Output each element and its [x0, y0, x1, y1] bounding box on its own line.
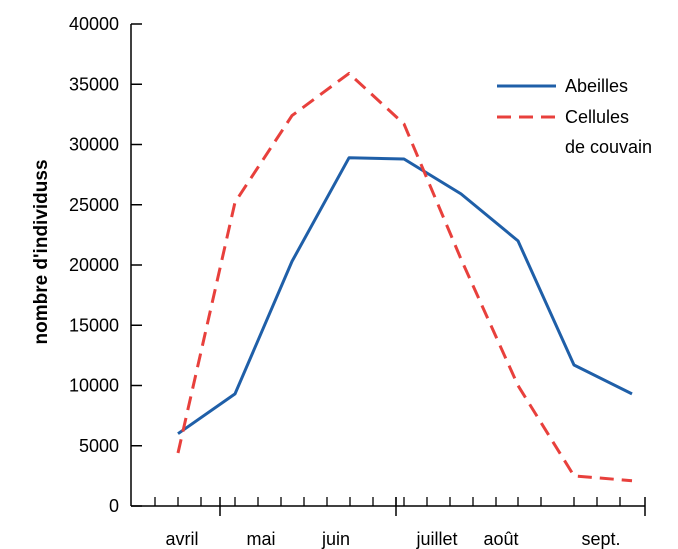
y-tick-label: 25000	[69, 195, 119, 215]
x-tick-label: juin	[321, 529, 350, 549]
legend: Abeilles Cellules de couvain	[497, 76, 652, 157]
x-tick-label: juillet	[415, 529, 457, 549]
y-tick-label: 20000	[69, 255, 119, 275]
x-tick-label: août	[483, 529, 518, 549]
legend-label-cellules-line2: de couvain	[565, 137, 652, 157]
x-tick-label: mai	[246, 529, 275, 549]
y-axis-label: nombre d'individuss	[31, 159, 52, 344]
y-tick-label: 35000	[69, 74, 119, 94]
y-tick-label: 5000	[79, 436, 119, 456]
y-tick-label: 0	[109, 496, 119, 516]
series-line-cellules	[176, 71, 633, 483]
y-axis: 0 5000 10000 15000 20000 25000 30000 35000 40000	[69, 14, 142, 516]
y-tick-label: 15000	[69, 315, 119, 335]
series-lines	[176, 71, 633, 483]
legend-label-abeilles: Abeilles	[565, 76, 628, 96]
y-tick-label: 40000	[69, 14, 119, 34]
x-tick-label: sept.	[581, 529, 620, 549]
x-tick-label: avril	[165, 529, 198, 549]
y-tick-label: 10000	[69, 376, 119, 396]
y-tick-label: 30000	[69, 135, 119, 155]
series-line-abeilles	[177, 156, 633, 435]
legend-label-cellules: Cellules	[565, 107, 629, 127]
x-axis: avril mai juin juillet août sept.	[131, 497, 646, 549]
